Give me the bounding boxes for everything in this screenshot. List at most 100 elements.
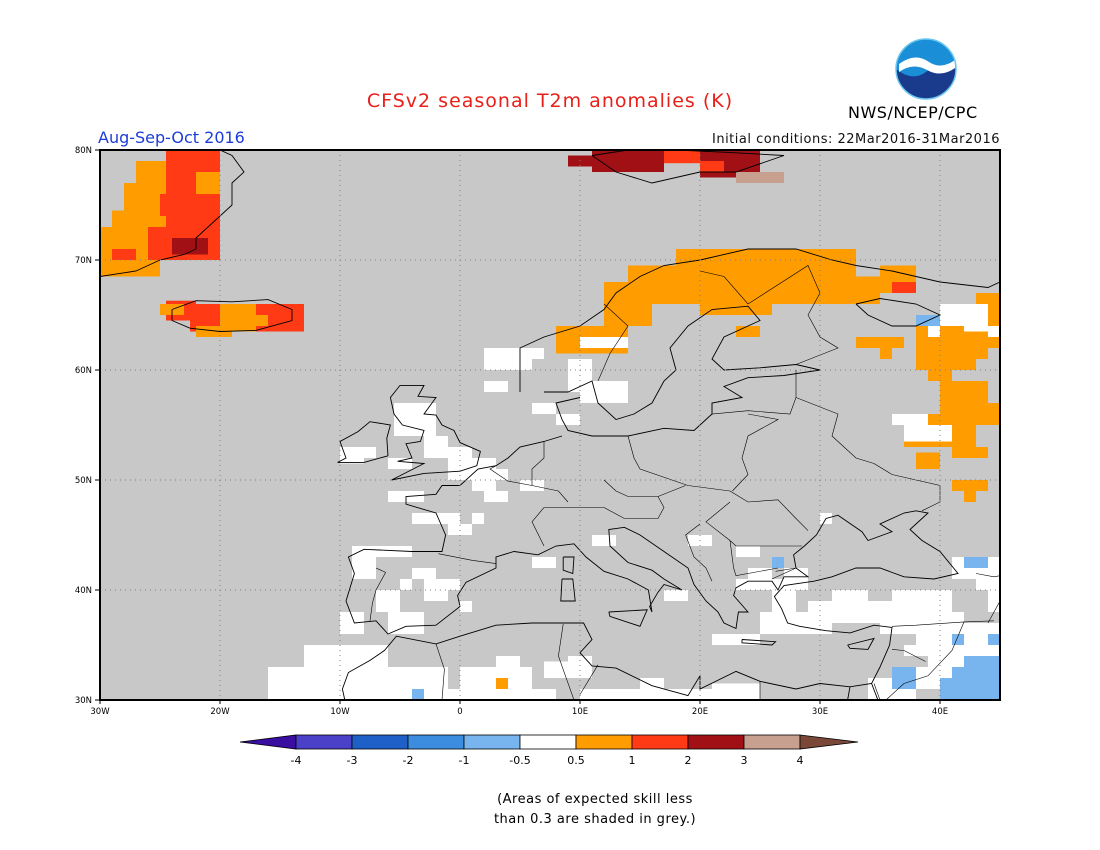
border-line <box>705 501 802 547</box>
anomaly-cell <box>748 282 820 304</box>
anomaly-cell <box>340 447 364 464</box>
colorbar-tick-label: 2 <box>685 754 692 767</box>
colorbar-segment <box>463 734 521 750</box>
border-line <box>438 553 497 564</box>
anomaly-cell <box>772 590 796 612</box>
lat-tick-label: 40N <box>75 586 92 596</box>
anomaly-cell <box>484 469 508 480</box>
anomaly-cell <box>496 656 520 667</box>
anomaly-cell <box>580 337 628 348</box>
colorbar-min-arrow <box>239 734 297 750</box>
anomaly-cell <box>988 634 1000 645</box>
border-line <box>685 523 713 582</box>
anomaly-cell <box>916 612 964 623</box>
anomaly-cell <box>784 568 808 590</box>
map-panel <box>99 149 1001 701</box>
anomaly-cell <box>916 590 952 612</box>
border-line <box>795 397 875 464</box>
anomaly-cell <box>460 601 472 612</box>
border-line <box>531 496 665 547</box>
coastline <box>591 150 785 184</box>
anomaly-cell <box>496 678 508 689</box>
anomaly-cell <box>892 689 916 700</box>
colorbar-segment <box>631 734 689 750</box>
anomaly-cell <box>424 436 448 458</box>
anomaly-cell <box>112 249 136 260</box>
anomaly-cell <box>880 348 892 359</box>
colorbar-segment <box>407 734 465 750</box>
agency-label: NWS/NCEP/CPC <box>848 103 978 122</box>
anomaly-cell <box>448 579 460 590</box>
anomaly-cell <box>448 447 472 480</box>
lon-tick-label: 20W <box>210 707 230 717</box>
anomaly-cell <box>916 452 940 469</box>
lon-tick-label: 20E <box>692 707 708 717</box>
country-borders <box>369 265 1000 700</box>
colorbar-tick-label: 1 <box>629 754 636 767</box>
anomaly-cell <box>484 491 508 502</box>
coastlines <box>100 150 1000 700</box>
border-line <box>711 370 797 415</box>
anomaly-cell <box>532 348 544 359</box>
coastline <box>519 248 1000 392</box>
border-line <box>699 265 839 365</box>
border-line <box>975 573 1000 578</box>
anomaly-cell <box>472 513 484 524</box>
coastline <box>544 305 821 437</box>
colorbar-segment <box>687 734 745 750</box>
colorbar-tick-label: 3 <box>741 754 748 767</box>
colorbar-segment <box>295 734 353 750</box>
colorbar-tick-label: 4 <box>797 754 804 767</box>
border-line <box>603 479 686 497</box>
anomaly-cell <box>952 634 964 645</box>
season-label: Aug-Sep-Oct 2016 <box>98 128 245 147</box>
anomaly-cell <box>964 491 976 502</box>
anomaly-cell <box>388 458 412 469</box>
anomaly-cell <box>484 348 532 370</box>
anomaly-cell <box>196 172 220 194</box>
map-frame <box>99 149 1001 701</box>
anomaly-cell <box>736 579 784 590</box>
anomaly-cell <box>352 546 412 557</box>
anomaly-cell <box>880 265 916 282</box>
colorbar-tick-label: -0.5 <box>509 754 530 767</box>
anomaly-cell <box>940 678 1000 700</box>
coastline <box>855 298 942 327</box>
coastline <box>847 637 875 650</box>
anomaly-cell <box>772 557 784 568</box>
anomaly-cell <box>448 524 472 535</box>
anomaly-cell <box>928 326 940 337</box>
colorbar-segment <box>575 734 633 750</box>
anomaly-cell <box>964 557 988 568</box>
coastline <box>608 609 648 627</box>
coastline <box>560 578 576 602</box>
lat-tick-label: 50N <box>75 476 92 486</box>
anomaly-cell <box>988 667 1000 678</box>
lat-tick-label: 30N <box>75 696 92 706</box>
border-line <box>579 664 599 695</box>
anomaly-cell <box>412 568 436 579</box>
border-line <box>435 643 445 700</box>
lat-tick-label: 70N <box>75 256 92 266</box>
coastline <box>389 384 481 481</box>
anomaly-cell <box>892 282 916 293</box>
anomaly-cell <box>964 656 1000 667</box>
lon-tick-label: 40E <box>932 707 948 717</box>
anomaly-cell <box>904 425 952 442</box>
colorbar-tick-label: -4 <box>291 754 302 767</box>
anomaly-cell <box>952 480 988 491</box>
anomaly-cell <box>364 447 376 458</box>
border-line <box>729 490 809 531</box>
colorbar-segment <box>351 734 409 750</box>
anomaly-cell <box>424 689 556 700</box>
border-line <box>987 600 1000 624</box>
anomaly-cell <box>304 645 388 667</box>
border-line <box>729 540 779 577</box>
anomaly-cell <box>484 381 508 392</box>
anomaly-cell <box>760 172 784 183</box>
coastline <box>337 421 391 463</box>
border-line <box>891 620 995 627</box>
border-line <box>558 624 575 700</box>
anomaly-cell <box>640 678 664 689</box>
anomaly-cell <box>892 667 916 689</box>
